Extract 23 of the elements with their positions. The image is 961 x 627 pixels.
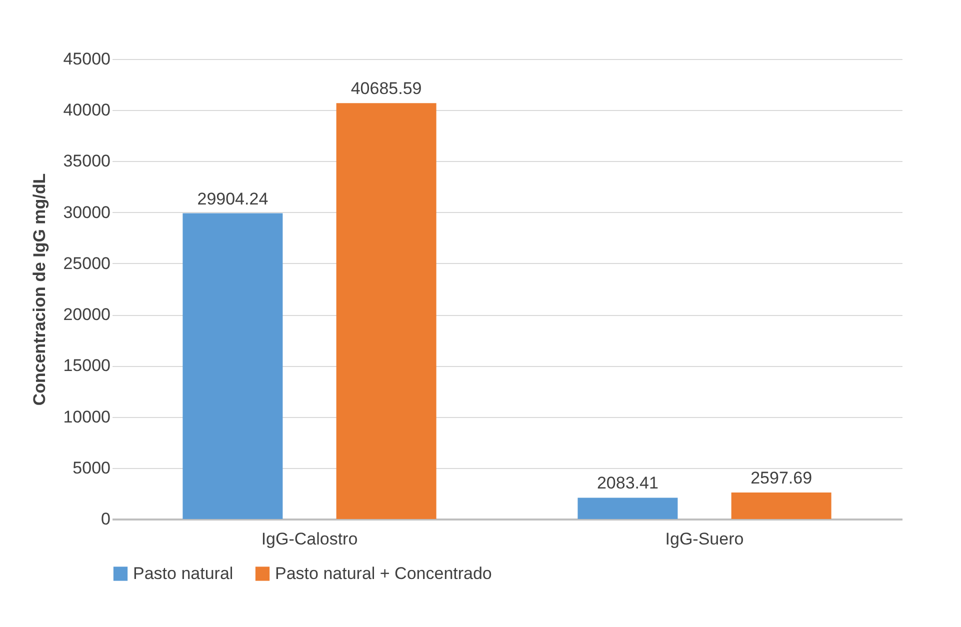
data-label: 2083.41 xyxy=(596,474,658,493)
y-axis-title: Concentracion de IgG mg/dL xyxy=(30,173,50,406)
legend-label: Pasto natural + Concentrado xyxy=(275,564,492,583)
bar xyxy=(336,103,436,519)
x-tick-label: IgG-Calostro xyxy=(261,530,358,548)
y-tick-label: 15000 xyxy=(63,356,110,376)
y-tick-label: 30000 xyxy=(63,202,110,222)
y-tick-label: 0 xyxy=(101,510,110,528)
y-tick-label: 5000 xyxy=(72,458,110,478)
y-tick-label: 20000 xyxy=(63,305,110,324)
y-tick-label: 25000 xyxy=(63,254,110,273)
data-label: 2597.69 xyxy=(750,468,812,488)
x-tick-label: IgG-Suero xyxy=(665,530,744,548)
bar xyxy=(182,213,283,519)
y-tick-label: 45000 xyxy=(63,50,110,68)
y-tick-label: 40000 xyxy=(63,100,110,120)
y-tick-label: 10000 xyxy=(63,407,110,426)
data-label: 29904.24 xyxy=(197,189,268,208)
y-tick-label: 35000 xyxy=(63,152,110,171)
data-label: 40685.59 xyxy=(350,79,422,98)
legend-label: Pasto natural xyxy=(133,564,234,583)
bar xyxy=(578,498,678,519)
bar xyxy=(731,492,832,519)
